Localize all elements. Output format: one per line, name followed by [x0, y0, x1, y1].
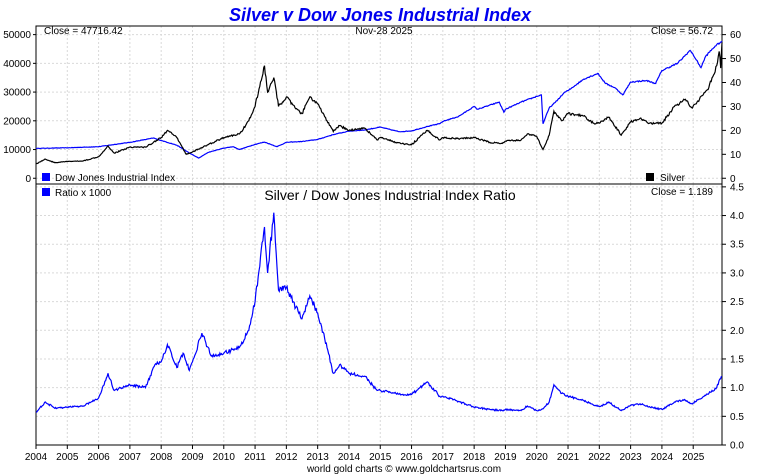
ratio-tick-label-0.5: 0.5 [730, 412, 744, 423]
x-tick-label-2018: 2018 [463, 452, 486, 463]
x-tick-label-2016: 2016 [400, 452, 423, 463]
x-tick-label-2022: 2022 [588, 452, 611, 463]
ratio-line [35, 212, 723, 413]
ratio-tick-label-1.0: 1.0 [730, 383, 744, 394]
top-panel-frame [35, 25, 723, 185]
date-label: Nov-28 2025 [355, 26, 413, 37]
left-tick-label-50000: 50000 [3, 30, 31, 41]
x-tick-label-2004: 2004 [25, 452, 48, 463]
right-tick-label-0: 0 [730, 174, 736, 185]
x-tick-label-2025: 2025 [682, 452, 705, 463]
silver-price-line [35, 42, 723, 165]
legend-dow-swatch [42, 173, 50, 181]
x-tick-label-2021: 2021 [557, 452, 580, 463]
left-tick-label-20000: 20000 [3, 116, 31, 127]
right-tick-label-30: 30 [730, 102, 742, 113]
ratio-tick-label-1.5: 1.5 [730, 354, 744, 365]
chart-title: Silver v Dow Jones Industrial Index [229, 5, 532, 25]
x-tick-label-2011: 2011 [244, 452, 266, 463]
x-tick-label-2009: 2009 [181, 452, 204, 463]
x-tick-label-2010: 2010 [213, 452, 236, 463]
top-right-axis: 0 10 20 30 40 50 60 [722, 30, 742, 185]
dow-close-readout: Close = 47716.42 [44, 26, 123, 37]
legend-silver-label: Silver [660, 173, 686, 184]
right-tick-label-50: 50 [730, 54, 742, 65]
right-tick-label-60: 60 [730, 30, 742, 41]
ratio-tick-label-2.5: 2.5 [730, 297, 744, 308]
top-left-axis: 0 10000 20000 30000 40000 50000 [3, 30, 36, 185]
silver-close-readout: Close = 56.72 [651, 26, 713, 37]
legend-silver-swatch [646, 173, 654, 181]
left-tick-label-0: 0 [25, 174, 31, 185]
x-tick-label-2024: 2024 [651, 452, 674, 463]
legend-dow-label: Dow Jones Industrial Index [55, 173, 175, 184]
ratio-chart-title: Silver / Dow Jones Industrial Index Rati… [264, 187, 516, 203]
x-tick-label-2007: 2007 [119, 452, 142, 463]
x-tick-label-2013: 2013 [307, 452, 330, 463]
bottom-series-layer [35, 212, 723, 413]
left-tick-label-40000: 40000 [3, 59, 31, 70]
ratio-tick-label-0.0: 0.0 [730, 441, 744, 452]
x-tick-label-2014: 2014 [338, 452, 361, 463]
x-tick-label-2015: 2015 [369, 452, 392, 463]
ratio-tick-label-4.0: 4.0 [730, 211, 744, 222]
top-panel-grid [35, 26, 722, 184]
footer-credit: world gold charts © www.goldchartsrus.co… [306, 464, 501, 475]
legend-ratio-label: Ratio x 1000 [55, 188, 112, 199]
ratio-tick-label-3.0: 3.0 [730, 268, 744, 279]
top-series-layer [35, 40, 723, 165]
x-tick-label-2005: 2005 [56, 452, 79, 463]
right-tick-label-10: 10 [730, 150, 742, 161]
bottom-right-axis: 0.0 0.5 1.0 1.5 2.0 2.5 3.0 3.5 4.0 4.5 [722, 182, 744, 452]
left-tick-label-30000: 30000 [3, 88, 31, 99]
x-tick-label-2017: 2017 [432, 452, 455, 463]
bottom-panel-frame [35, 183, 723, 446]
x-tick-label-2012: 2012 [275, 452, 298, 463]
x-tick-label-2023: 2023 [619, 452, 642, 463]
x-tick-label-2006: 2006 [87, 452, 110, 463]
x-tick-label-2020: 2020 [526, 452, 549, 463]
legend-ratio-swatch [42, 188, 50, 196]
ratio-tick-label-4.5: 4.5 [730, 182, 744, 193]
left-tick-label-10000: 10000 [3, 145, 31, 156]
ratio-tick-label-2.0: 2.0 [730, 326, 744, 337]
right-tick-label-40: 40 [730, 78, 742, 89]
bottom-panel-grid [35, 184, 722, 446]
x-tick-label-2008: 2008 [150, 452, 173, 463]
x-axis: 2004 2005 2006 2007 2008 2009 2010 2011 2012 2013… [25, 445, 705, 463]
ratio-tick-label-3.5: 3.5 [730, 240, 744, 251]
x-tick-label-2019: 2019 [494, 452, 517, 463]
dow-jones-line [35, 40, 723, 159]
ratio-close-readout: Close = 1.189 [651, 187, 713, 198]
right-tick-label-20: 20 [730, 126, 742, 137]
